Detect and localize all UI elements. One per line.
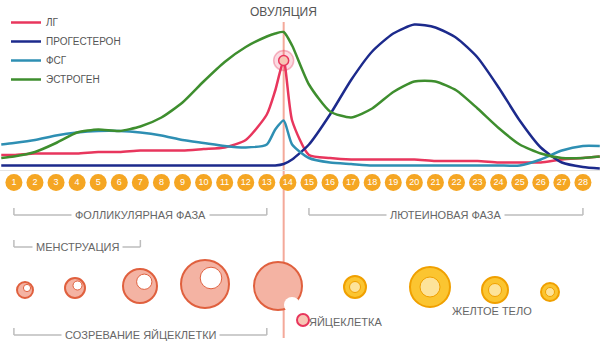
svg-text:22: 22 (451, 177, 461, 187)
svg-text:6: 6 (117, 177, 122, 187)
svg-text:13: 13 (262, 177, 272, 187)
svg-text:МЕНСТРУАЦИЯ: МЕНСТРУАЦИЯ (36, 241, 119, 253)
svg-text:3: 3 (54, 177, 59, 187)
svg-text:18: 18 (367, 177, 377, 187)
svg-text:ЖЕЛТОЕ ТЕЛО: ЖЕЛТОЕ ТЕЛО (452, 305, 532, 317)
svg-text:5: 5 (96, 177, 101, 187)
svg-text:ФОЛЛИКУЛЯРНАЯ ФАЗА: ФОЛЛИКУЛЯРНАЯ ФАЗА (75, 209, 206, 221)
svg-text:ЭСТРОГЕН: ЭСТРОГЕН (46, 74, 100, 85)
svg-text:27: 27 (557, 177, 567, 187)
svg-text:ЯЙЦЕКЛЕТКА: ЯЙЦЕКЛЕТКА (309, 316, 382, 328)
svg-text:20: 20 (409, 177, 419, 187)
svg-text:28: 28 (578, 177, 588, 187)
svg-text:9: 9 (180, 177, 185, 187)
svg-text:16: 16 (325, 177, 335, 187)
svg-text:24: 24 (494, 177, 504, 187)
svg-text:10: 10 (199, 177, 209, 187)
svg-text:2: 2 (32, 177, 37, 187)
svg-text:26: 26 (536, 177, 546, 187)
svg-text:4: 4 (75, 177, 80, 187)
svg-text:11: 11 (220, 177, 229, 187)
svg-text:15: 15 (304, 177, 314, 187)
svg-text:14: 14 (283, 177, 293, 187)
svg-text:1: 1 (11, 177, 16, 187)
svg-text:ЛЮТЕИНОВАЯ ФАЗА: ЛЮТЕИНОВАЯ ФАЗА (390, 209, 501, 221)
svg-text:23: 23 (473, 177, 483, 187)
svg-text:8: 8 (159, 177, 164, 187)
svg-text:19: 19 (388, 177, 398, 187)
svg-text:ЛГ: ЛГ (46, 17, 59, 28)
svg-text:17: 17 (346, 177, 356, 187)
svg-text:25: 25 (515, 177, 525, 187)
svg-text:ФСГ: ФСГ (46, 55, 67, 66)
svg-text:21: 21 (430, 177, 440, 187)
svg-text:ОВУЛЯЦИЯ: ОВУЛЯЦИЯ (250, 5, 317, 19)
svg-text:СОЗРЕВАНИЕ ЯЙЦЕКЛЕТКИ: СОЗРЕВАНИЕ ЯЙЦЕКЛЕТКИ (65, 329, 216, 341)
svg-text:7: 7 (138, 177, 143, 187)
svg-text:12: 12 (241, 177, 251, 187)
svg-text:ПРОГЕСТЕРОН: ПРОГЕСТЕРОН (46, 36, 121, 47)
